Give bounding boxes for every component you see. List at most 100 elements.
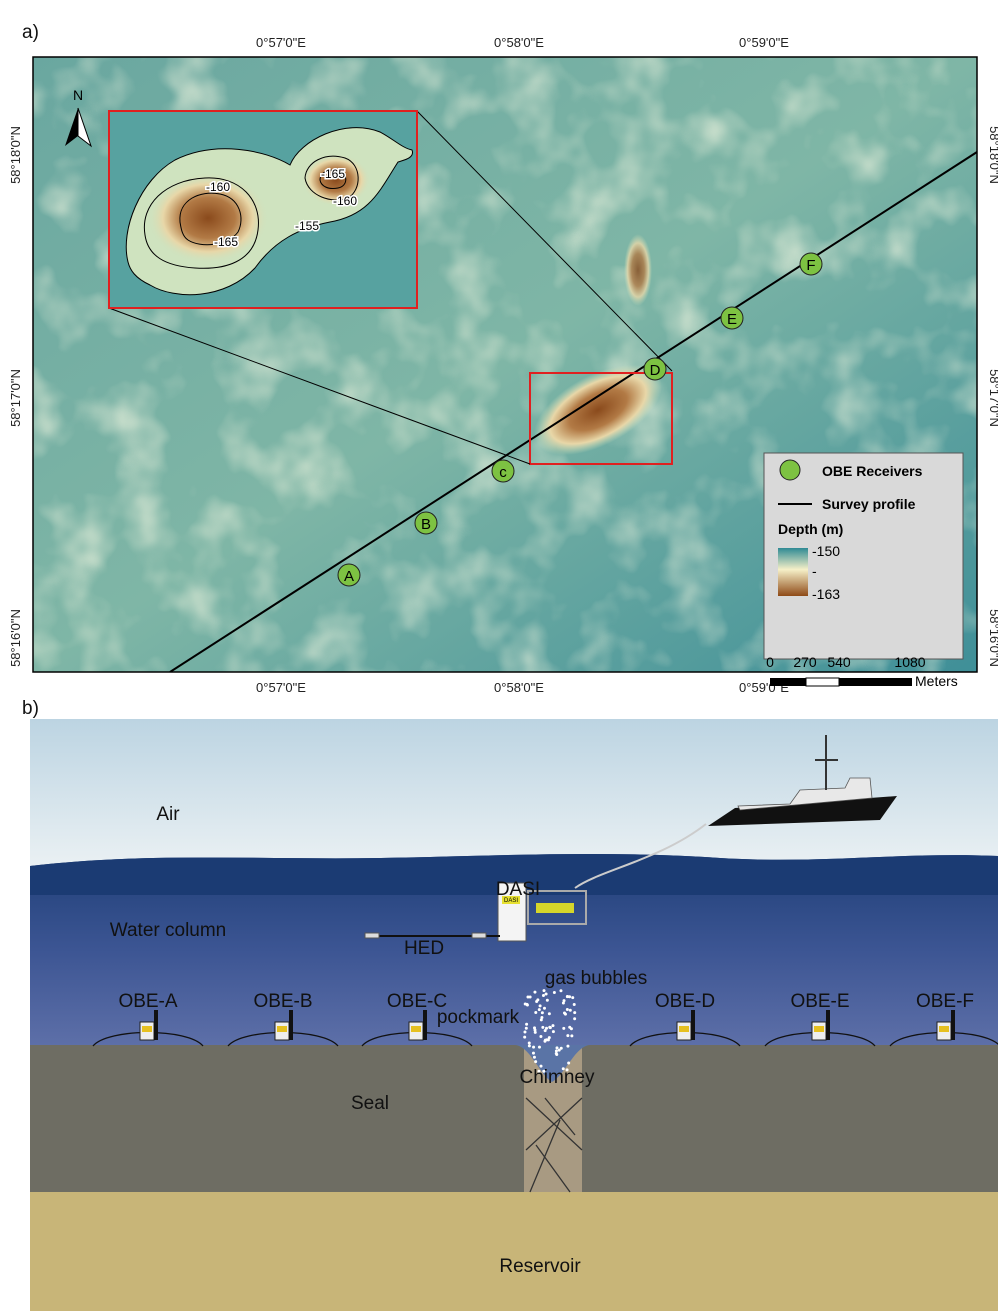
obe-mast bbox=[289, 1010, 293, 1040]
rect-shape bbox=[364, 932, 380, 939]
gas-bubble bbox=[557, 1048, 561, 1052]
lon-tick-label: 0°59'0"E bbox=[739, 35, 789, 50]
obe-float bbox=[411, 1026, 421, 1032]
obe-float bbox=[939, 1026, 949, 1032]
gas-bubble bbox=[551, 1024, 555, 1028]
pockmark-label: pockmark bbox=[437, 1007, 520, 1028]
rect-shape bbox=[805, 677, 840, 687]
gas-bubble bbox=[573, 1011, 577, 1015]
gas-bubble bbox=[547, 1036, 551, 1040]
gas-bubble bbox=[546, 1038, 550, 1042]
line-shape bbox=[169, 151, 977, 672]
scale-label: 1080 bbox=[894, 654, 925, 670]
inset: -160 -165 -165 -160 -155 bbox=[108, 110, 418, 309]
gas-bubble bbox=[523, 1035, 527, 1039]
gas-bubble bbox=[566, 1034, 570, 1038]
gas-bubble bbox=[524, 1026, 528, 1030]
contour-label: -160 bbox=[206, 180, 230, 194]
gas-bubble bbox=[547, 1012, 551, 1016]
rect-shape bbox=[529, 372, 673, 465]
scale-label: 540 bbox=[827, 654, 851, 670]
gas-bubble bbox=[527, 1044, 531, 1048]
contour-label: -165 bbox=[321, 167, 345, 181]
ellipse-shape bbox=[624, 234, 652, 306]
rect-shape bbox=[30, 1045, 998, 1192]
panel-label: a) bbox=[22, 22, 39, 43]
path-shape bbox=[65, 108, 78, 146]
obe-mast bbox=[826, 1010, 830, 1040]
lat-tick-label: 58°18'0"N bbox=[987, 126, 998, 184]
gas-bubble bbox=[565, 1008, 569, 1012]
gas-bubble bbox=[523, 1030, 527, 1034]
gas-bubble bbox=[572, 1002, 576, 1006]
lon-tick-label: 0°58'0"E bbox=[494, 680, 544, 695]
receiver bbox=[799, 252, 823, 276]
layer-label: Air bbox=[156, 804, 180, 825]
obe-mast bbox=[154, 1010, 158, 1040]
receiver-label: B bbox=[421, 516, 431, 533]
path-shape bbox=[525, 1097, 583, 1193]
lat-tick-label: 58°16'0"N bbox=[8, 609, 23, 667]
g-shape: Air Water column DASI HED gas bubbles po… bbox=[110, 804, 647, 1277]
lon-tick-label: 0°58'0"E bbox=[494, 35, 544, 50]
g-shape bbox=[523, 989, 577, 1073]
obe-label: OBE-E bbox=[790, 991, 849, 1012]
lat-tick-label: 58°17'0"N bbox=[987, 369, 998, 427]
legend: OBE Receivers Survey profile Depth (m) -… bbox=[763, 452, 964, 660]
gas-bubble bbox=[568, 1008, 572, 1012]
gas-bubble bbox=[540, 1016, 544, 1020]
path-shape bbox=[737, 777, 873, 811]
legend-tick: -150 bbox=[812, 543, 840, 559]
obe-label: OBE-B bbox=[253, 991, 312, 1012]
gas-bubble bbox=[532, 1055, 536, 1059]
gas-bubble bbox=[542, 989, 546, 993]
legend-title: Depth (m) bbox=[778, 521, 843, 537]
obe-float bbox=[277, 1026, 287, 1032]
contour-label: -165 bbox=[214, 235, 238, 249]
legend-label: Survey profile bbox=[822, 496, 916, 512]
ellipse-shape bbox=[148, 173, 268, 263]
obe-label: OBE-F bbox=[916, 991, 974, 1012]
gas-bubble bbox=[538, 1004, 542, 1008]
gas-bubble bbox=[541, 1025, 545, 1029]
dasi-box-label: DASI bbox=[504, 898, 518, 904]
obe-float bbox=[814, 1026, 824, 1032]
gas-bubble bbox=[534, 1010, 538, 1014]
gas-bubble bbox=[565, 995, 569, 999]
panel-label: b) bbox=[22, 698, 39, 719]
graticule: 0°57'0"E 0°57'0"E 0°58'0"E 0°58'0"E 0°59'0"E… bbox=[8, 35, 998, 695]
line-shape bbox=[416, 110, 673, 372]
obe-label: OBE-C bbox=[387, 991, 447, 1012]
gas-bubble bbox=[544, 992, 548, 996]
gas-bubble bbox=[559, 989, 563, 993]
rect-shape bbox=[30, 1192, 998, 1311]
receiver-label: c bbox=[499, 464, 507, 481]
gas-bubble bbox=[554, 1049, 558, 1053]
gas-bubble bbox=[561, 1067, 565, 1071]
gas-bubble bbox=[543, 1029, 547, 1033]
receiver-label: F bbox=[806, 257, 815, 274]
scale-unit: Meters bbox=[915, 673, 958, 689]
receiver bbox=[643, 357, 667, 381]
path-shape bbox=[304, 155, 359, 201]
gas-bubble bbox=[555, 1046, 559, 1050]
line-shape bbox=[108, 307, 531, 465]
circle-shape bbox=[779, 459, 801, 481]
gas-bubble bbox=[565, 1068, 569, 1072]
lat-tick-label: 58°17'0"N bbox=[8, 369, 23, 427]
gas-bubble bbox=[533, 990, 537, 994]
rect-shape bbox=[471, 932, 487, 939]
obe-float bbox=[142, 1026, 152, 1032]
gas-bubble bbox=[548, 1025, 552, 1029]
lon-tick-label: 0°57'0"E bbox=[256, 680, 306, 695]
rect-shape bbox=[32, 56, 978, 673]
scale-label: 0 bbox=[766, 654, 774, 670]
gas-bubble bbox=[542, 1006, 546, 1010]
gas-bubble bbox=[569, 1027, 573, 1031]
gas-bubble bbox=[537, 1008, 541, 1012]
contour-label: -155 bbox=[295, 219, 319, 233]
path-shape bbox=[708, 796, 897, 826]
g-shape: OBE-A OBE-B OBE-C OBE-D OBE-E OBE-F bbox=[92, 991, 998, 1047]
